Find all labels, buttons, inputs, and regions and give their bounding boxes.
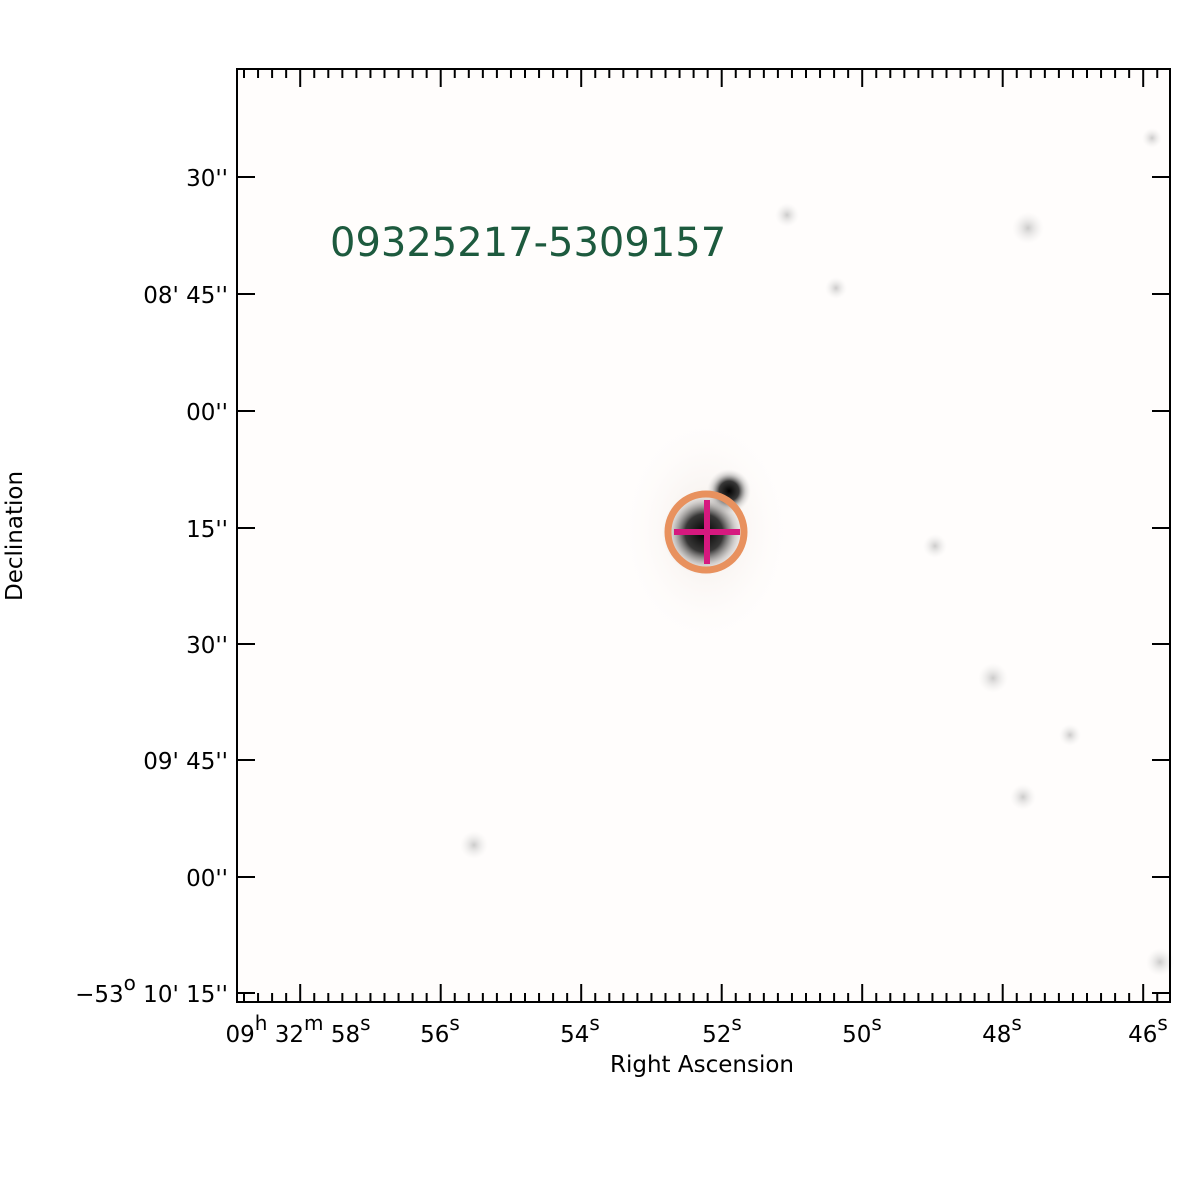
label-text: 10' 15'' (136, 982, 228, 1008)
chart-title: 09325217-5309157 (330, 220, 726, 266)
label-text: 00'' (186, 400, 228, 426)
tick-label: 52s​ (702, 1011, 742, 1048)
label-text: 46 (1128, 1022, 1157, 1048)
label-text: 15'' (186, 517, 228, 543)
label-text: 09 (225, 1022, 254, 1048)
label-text: 58 (324, 1022, 361, 1048)
label-sup: s (449, 1011, 459, 1035)
tick-label: 46s​ (1128, 1011, 1168, 1048)
ticks (237, 69, 1170, 1002)
label-sup: o (124, 971, 136, 995)
tick-label: 08' 45'' (143, 283, 228, 309)
tick-label: 00'' (186, 400, 228, 426)
target-circle (664, 490, 748, 574)
label-text: 09' 45'' (143, 749, 228, 775)
plot-frame (236, 68, 1171, 1003)
label-text: 00'' (186, 866, 228, 892)
tick-label: 54s​ (560, 1011, 600, 1048)
star (775, 203, 799, 227)
label-sup: s (589, 1011, 599, 1035)
star (1012, 212, 1044, 244)
label-text: 32 (267, 1022, 304, 1048)
label-text: 08' 45'' (143, 283, 228, 309)
star (1142, 128, 1162, 148)
x-axis-label: Right Ascension (610, 1052, 794, 1078)
star (923, 534, 947, 558)
tick-labels: 30'' 08' 45'' 00'' 15'' 30'' 09' 45'' 00'' −53o… (75, 166, 1168, 1048)
label-text: 30'' (186, 633, 228, 659)
tick-label: 00'' (186, 866, 228, 892)
tick-label: 30'' (186, 633, 228, 659)
star (460, 831, 488, 859)
label-sup: s (1011, 1011, 1021, 1035)
tick-label: 30'' (186, 166, 228, 192)
tick-label: 15'' (186, 517, 228, 543)
label-sup: m (304, 1011, 323, 1035)
label-text: −53 (75, 982, 124, 1008)
label-text: 56 (420, 1022, 449, 1048)
star (1146, 948, 1174, 976)
label-sup: s (871, 1011, 881, 1035)
star (825, 277, 847, 299)
star (1059, 724, 1081, 746)
label-sup: s (1157, 1011, 1167, 1035)
label-text: 48 (982, 1022, 1011, 1048)
star (1010, 784, 1036, 810)
label-sup: s (731, 1011, 741, 1035)
y-axis-label: Declination (2, 471, 28, 601)
tick-label: 48s​ (982, 1011, 1022, 1048)
label-sup: s (360, 1011, 370, 1035)
label-text: 50 (842, 1022, 871, 1048)
tick-label: 09h​ 32m​ 58s​ (225, 1011, 370, 1048)
label-text: 30'' (186, 166, 228, 192)
label-text: 54 (560, 1022, 589, 1048)
star (978, 663, 1008, 693)
tick-label: −53o​ 10' 15'' (75, 971, 228, 1008)
tick-label: 09' 45'' (143, 749, 228, 775)
label-sup: h (255, 1011, 268, 1035)
tick-label: 50s​ (842, 1011, 882, 1048)
tick-label: 56s​ (420, 1011, 460, 1048)
label-text: 52 (702, 1022, 731, 1048)
